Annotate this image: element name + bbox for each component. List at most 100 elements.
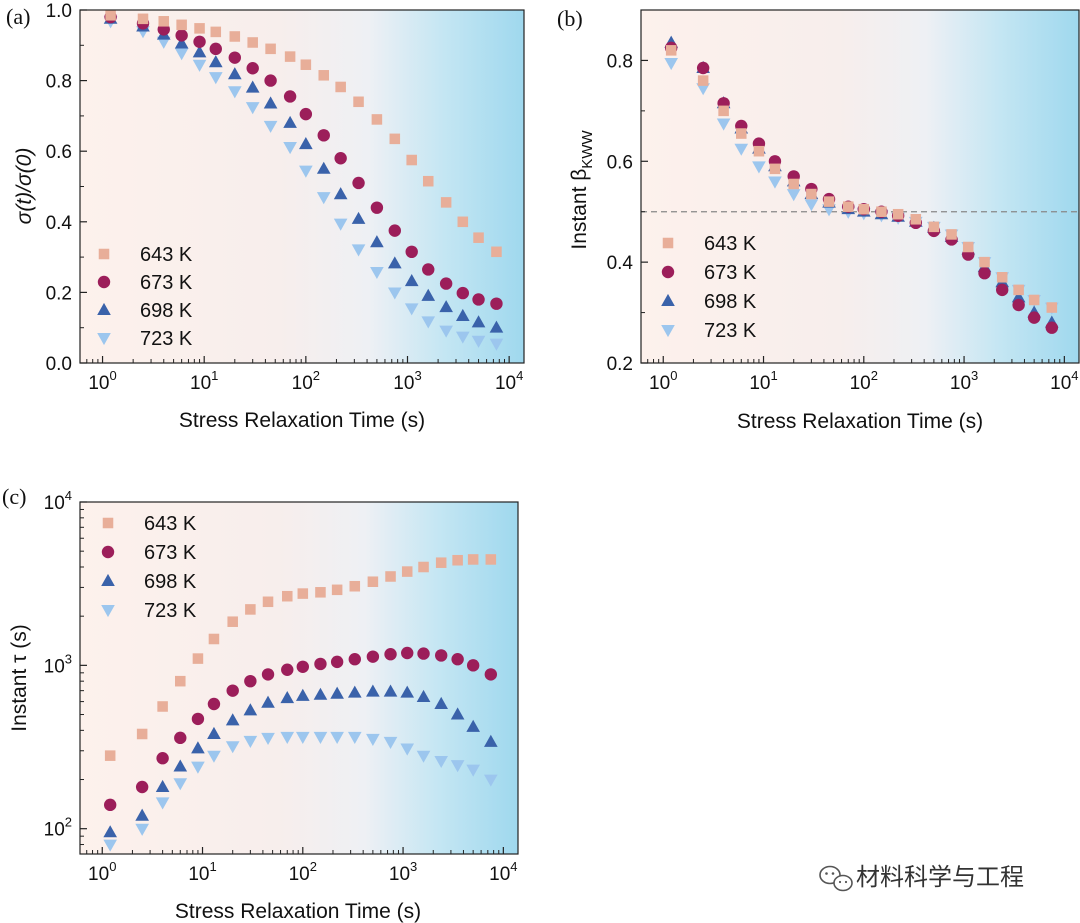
data-point (769, 163, 781, 175)
data-point (1046, 302, 1058, 313)
data-point (404, 273, 419, 287)
data-point (434, 649, 448, 662)
data-point (416, 750, 431, 763)
y-tick-label: 0.6 (607, 152, 633, 173)
data-point (191, 741, 205, 754)
data-point (404, 303, 419, 316)
data-point (227, 616, 238, 627)
wechat-icon (819, 865, 853, 892)
x-tick-label: 102 (292, 368, 320, 394)
data-point (155, 797, 170, 810)
data-point (421, 288, 436, 301)
data-point (281, 663, 294, 676)
data-point (910, 214, 922, 225)
data-point (455, 331, 470, 344)
plot-frame (79, 501, 519, 855)
data-point (210, 26, 222, 38)
panel-a: 100 101 102 103 104 0.0 0.2 0.4 0.6 0.8 1.0 (a) St… (6, 1, 525, 432)
y-tick-label: 1.0 (46, 1, 72, 22)
data-point (207, 726, 221, 739)
data-point (842, 201, 854, 212)
data-point (135, 780, 149, 794)
data-point (315, 587, 326, 598)
x-tick-label: 101 (188, 859, 216, 885)
data-point (297, 588, 309, 599)
data-point (296, 660, 309, 673)
legend-marker (101, 605, 115, 618)
data-markers (664, 35, 1059, 334)
data-point (439, 277, 453, 290)
legend: 643 K 673 K 698 K 723 K (97, 244, 193, 350)
data-point (434, 696, 449, 709)
data-point (353, 96, 364, 108)
data-point (786, 189, 801, 202)
data-point (696, 61, 710, 75)
data-point (295, 688, 310, 701)
data-point (876, 206, 887, 217)
legend-label: 643 K (704, 233, 757, 255)
legend-label: 723 K (144, 600, 197, 622)
data-point (281, 590, 293, 602)
legend-label: 643 K (144, 513, 197, 535)
data-point (227, 86, 242, 99)
data-point (736, 128, 747, 139)
data-point (439, 325, 453, 338)
data-point (283, 115, 297, 128)
data-point (788, 178, 799, 190)
legend-marker (97, 275, 111, 289)
data-point (318, 70, 330, 81)
watermark-text: 材料科学与工程 (856, 863, 1024, 891)
data-point (173, 778, 188, 791)
data-point (105, 10, 116, 21)
legend-label: 673 K (140, 272, 193, 294)
data-point (696, 83, 710, 96)
y-axis-label: σ(t)/σ(0) (13, 148, 36, 225)
data-point (491, 246, 502, 258)
data-point (283, 142, 297, 155)
data-point (192, 45, 207, 58)
legend-label: 673 K (144, 542, 197, 564)
data-point (485, 554, 497, 565)
data-point (422, 263, 435, 276)
x-tick-label: 100 (649, 368, 677, 394)
data-point (352, 176, 365, 190)
data-point (335, 81, 346, 93)
data-point (227, 67, 242, 80)
data-point (435, 557, 447, 568)
data-point (226, 684, 239, 697)
y-axis-label: Instant τ (s) (8, 624, 31, 732)
y-tick-label: 104 (44, 488, 72, 514)
data-point (753, 145, 765, 157)
data-point (280, 731, 295, 744)
data-point (366, 684, 380, 697)
x-tick-label: 102 (850, 368, 878, 394)
panel-label: (b) (557, 6, 583, 31)
data-point (261, 732, 275, 745)
legend-label: 723 K (140, 328, 193, 350)
legend-marker (661, 265, 675, 279)
y-axis-label-main: Instant β (568, 169, 591, 250)
data-point (330, 655, 344, 669)
data-point (317, 129, 330, 142)
data-point (768, 176, 782, 189)
data-point (173, 759, 188, 772)
data-point (417, 647, 430, 660)
data-point (207, 697, 221, 711)
data-point (300, 59, 312, 70)
data-point (823, 196, 835, 207)
x-axis-label: Stress Relaxation Time (s) (737, 410, 983, 433)
data-markers (103, 554, 498, 852)
data-point (996, 272, 1008, 283)
legend-marker (101, 545, 115, 559)
legend-label: 698 K (140, 300, 193, 322)
data-point (208, 55, 223, 68)
data-point (262, 596, 274, 608)
data-point (191, 712, 205, 726)
data-point (418, 561, 429, 573)
data-point (467, 554, 479, 565)
data-point (1027, 311, 1041, 324)
legend: 643 K 673 K 698 K 723 K (101, 513, 197, 622)
y-tick-label: 102 (44, 815, 72, 841)
data-point (471, 335, 486, 348)
data-point (421, 316, 436, 329)
